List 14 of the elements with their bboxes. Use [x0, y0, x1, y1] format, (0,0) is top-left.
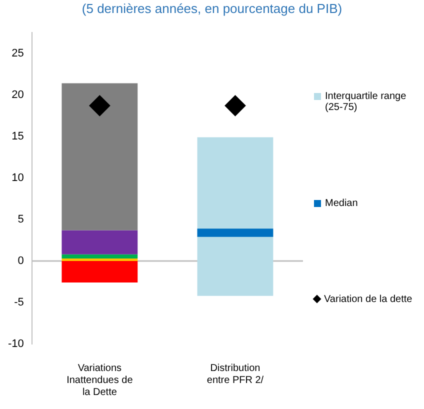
- y-tick-label: 20: [12, 88, 24, 101]
- chart-title: (5 dernières années, en pourcentage du PIB): [80, 0, 344, 18]
- legend-label: Interquartile range (25-75): [325, 90, 408, 113]
- x-tick-label: Variations Inattendues de la Dette: [66, 362, 134, 398]
- y-tick-label: 0: [18, 254, 24, 267]
- x-tick-label: Distribution entre PFR 2/: [206, 362, 264, 386]
- legend-label: Variation de la dette: [324, 294, 412, 306]
- y-tick-label: 25: [12, 47, 24, 60]
- legend-label: Median: [325, 198, 358, 209]
- y-tick-label: -10: [8, 338, 24, 350]
- y-tick-label: -5: [14, 296, 24, 309]
- y-tick-label: 15: [12, 130, 24, 142]
- y-tick-label: 10: [12, 172, 24, 184]
- y-tick-label: 5: [18, 213, 24, 226]
